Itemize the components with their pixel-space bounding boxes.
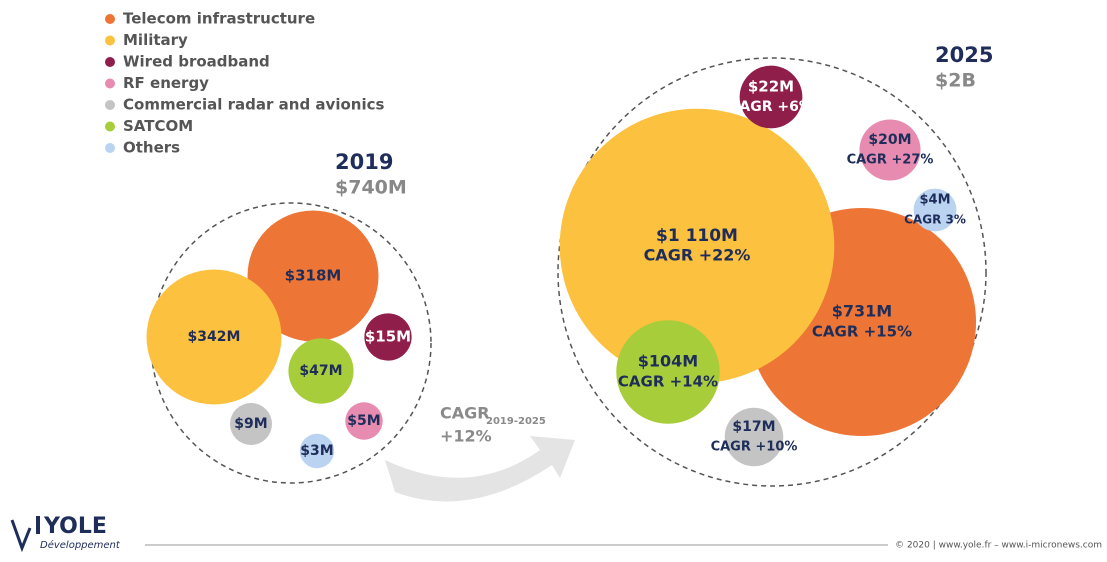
legend-swatch bbox=[105, 100, 115, 110]
bubble-label: $47M bbox=[299, 363, 342, 379]
bubble bbox=[724, 407, 784, 467]
bubble-annotation: CAGR +6% bbox=[729, 99, 813, 115]
legend-swatch bbox=[105, 78, 115, 89]
logo-mark bbox=[10, 519, 32, 553]
bubble bbox=[739, 65, 803, 129]
growth-value: +12% bbox=[440, 427, 492, 446]
bubble-label: $15M bbox=[365, 328, 411, 346]
bubble bbox=[146, 269, 282, 405]
bubble bbox=[616, 320, 720, 424]
legend-label: Commercial radar and avionics bbox=[123, 96, 384, 114]
bubble bbox=[345, 402, 383, 440]
bubble-annotation: CAGR +10% bbox=[711, 440, 798, 455]
legend-swatch bbox=[105, 35, 115, 46]
legend-swatch bbox=[105, 121, 115, 132]
legend-label: Wired broadband bbox=[123, 53, 270, 71]
bubble-label: $3M bbox=[300, 443, 333, 459]
logo-sub: Développement bbox=[40, 539, 121, 551]
legend-swatch bbox=[105, 57, 115, 67]
bubble bbox=[364, 313, 412, 361]
cluster-outline bbox=[557, 57, 987, 487]
bubble-label: $1 110M bbox=[656, 226, 738, 246]
bubble-annotation: CAGR +22% bbox=[644, 246, 751, 265]
bubble bbox=[913, 188, 957, 232]
growth-label: CAGR bbox=[440, 404, 490, 423]
bubble-label: $5M bbox=[347, 413, 380, 429]
growth-arrow bbox=[385, 436, 575, 502]
bubble-annotation: CAGR +14% bbox=[618, 373, 718, 391]
legend-label: Telecom infrastructure bbox=[123, 10, 315, 28]
bubble bbox=[288, 338, 354, 404]
bubble-annotation: CAGR +27% bbox=[847, 153, 934, 168]
legend-swatch bbox=[105, 14, 115, 24]
bubble-label: $342M bbox=[188, 329, 241, 345]
footer-credit: © 2020 | www.yole.fr – www.i-micronews.c… bbox=[895, 541, 1102, 551]
legend-label: RF energy bbox=[123, 74, 209, 92]
bubble bbox=[299, 433, 335, 469]
cluster-subtitle: $2B bbox=[935, 70, 976, 92]
bubble bbox=[559, 108, 835, 384]
bubble-label: $104M bbox=[638, 352, 698, 371]
growth-subscript: 2019-2025 bbox=[486, 416, 546, 427]
bubble-label: $9M bbox=[234, 416, 267, 432]
bubble-label: $17M bbox=[732, 419, 775, 435]
cluster-title: 2019 bbox=[335, 150, 393, 174]
cluster-outline bbox=[150, 202, 432, 484]
logo: YOLE bbox=[43, 514, 107, 539]
legend-label: Others bbox=[123, 139, 180, 157]
legend-swatch bbox=[105, 143, 115, 153]
bubble bbox=[247, 210, 379, 342]
bubble-label: $4M bbox=[919, 193, 950, 208]
legend-label: SATCOM bbox=[123, 117, 193, 135]
bubble-annotation: CAGR +15% bbox=[812, 323, 912, 341]
bubble-label: $22M bbox=[748, 78, 794, 96]
legend-label: Military bbox=[123, 31, 188, 49]
bubble-label: $318M bbox=[285, 267, 342, 285]
bubble bbox=[230, 403, 272, 445]
logo-mark bbox=[36, 516, 40, 534]
bubble-label: $20M bbox=[868, 132, 911, 148]
bubble bbox=[859, 119, 921, 181]
bubble-annotation: CAGR 3% bbox=[904, 213, 966, 227]
cluster-title: 2025 bbox=[935, 43, 993, 67]
bubble-label: $731M bbox=[832, 302, 892, 321]
cluster-subtitle: $740M bbox=[335, 177, 407, 199]
